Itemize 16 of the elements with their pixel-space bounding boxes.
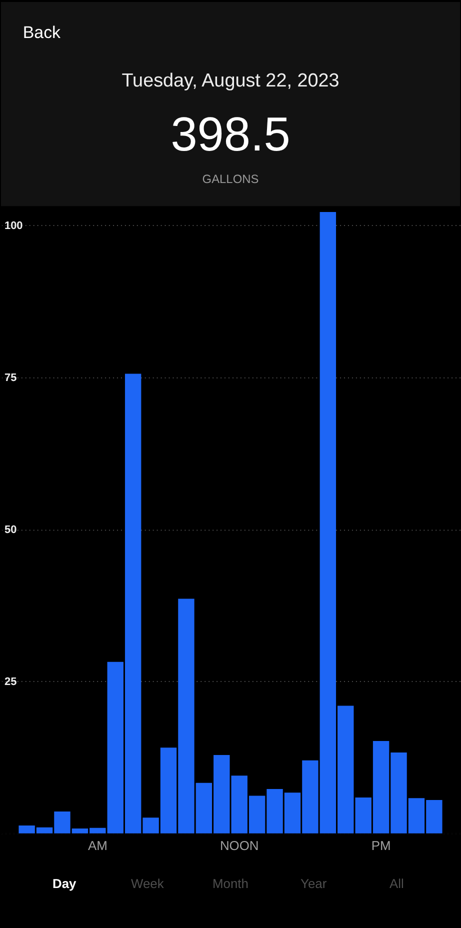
- text: Year: [300, 876, 328, 892]
- text: Back: [22, 22, 62, 42]
- chart-title: Tuesday, August 22, 2023: [122, 70, 340, 92]
- x-tick-label: NOON: [220, 838, 259, 853]
- y-tick-label: 75: [4, 372, 17, 384]
- y-tick-label: 25: [4, 676, 17, 688]
- text: GALLONS: [202, 172, 259, 186]
- text: All: [389, 876, 404, 892]
- text: Month: [212, 876, 248, 892]
- x-tick-label: AM: [88, 838, 108, 853]
- y-tick-label: 50: [4, 524, 17, 536]
- text: Week: [131, 876, 164, 892]
- chart-subtitle: 398.5: [170, 108, 290, 162]
- text: Day: [52, 876, 78, 892]
- y-tick-label: 100: [4, 220, 23, 232]
- x-tick-label: PM: [371, 838, 391, 853]
